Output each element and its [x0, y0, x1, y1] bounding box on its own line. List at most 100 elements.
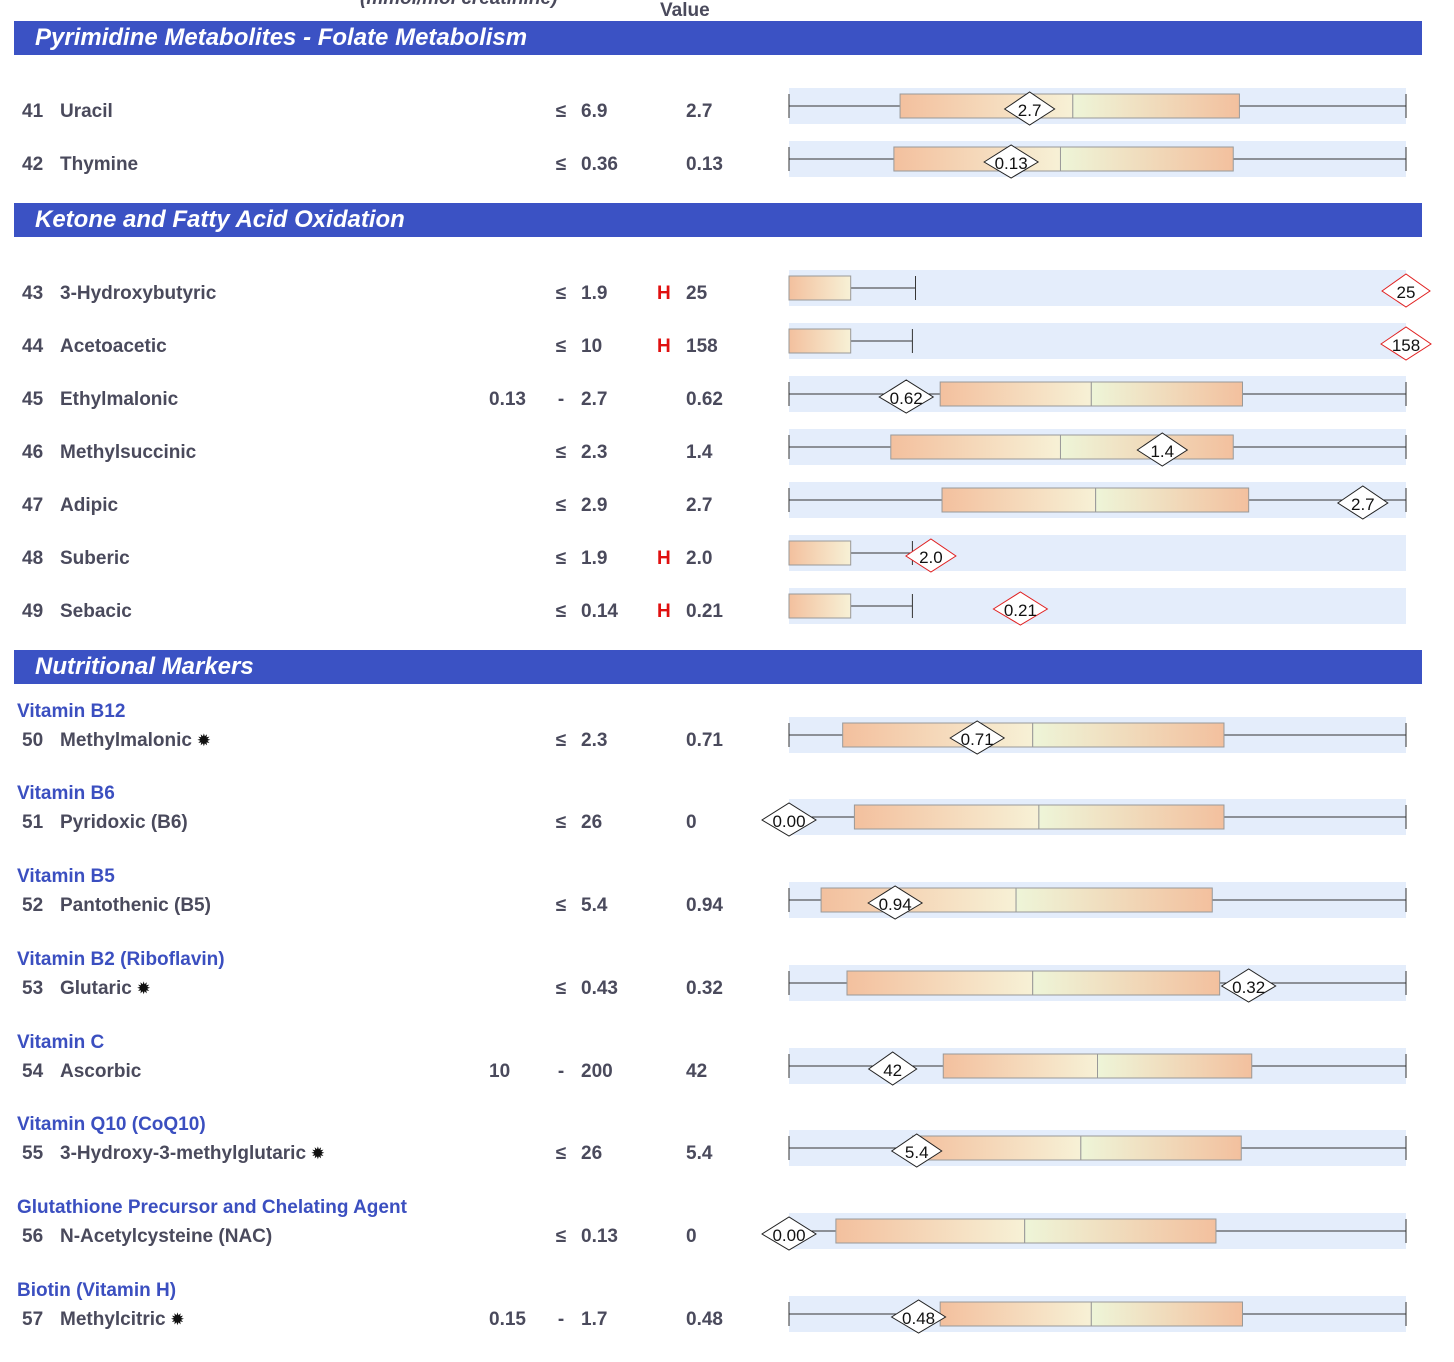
- vitamin-group-label: Vitamin B5: [17, 866, 115, 887]
- reference-high: 200: [581, 1061, 613, 1082]
- reference-high: 2.7: [581, 389, 608, 410]
- box-upper-half: [1095, 487, 1250, 513]
- value-marker-diamond: [1381, 273, 1431, 308]
- row-number: 54: [22, 1061, 44, 1082]
- patient-value: 5.4: [686, 1143, 713, 1164]
- value-marker: 25: [1381, 273, 1431, 308]
- reference-high: 10: [581, 336, 603, 357]
- analyte-name: Adipic: [60, 495, 119, 516]
- analyte-name: Methylcitric ✹: [60, 1309, 185, 1330]
- value-marker-label: 2.7: [1018, 101, 1042, 120]
- value-marker-label: 25: [1397, 283, 1416, 302]
- high-flag: H: [657, 601, 671, 622]
- box-lower-half: [835, 1218, 1026, 1244]
- reference-operator: ≤: [555, 495, 567, 516]
- analyte-name: 3-Hydroxybutyric: [60, 283, 217, 304]
- range-plot: 5.4: [788, 1130, 1407, 1168]
- analyte-name: Ethylmalonic: [60, 389, 179, 410]
- box-lower-half: [820, 887, 1017, 913]
- value-marker: 0.71: [949, 720, 1006, 755]
- patient-value: 0.21: [686, 601, 723, 622]
- box-upper-half: [1090, 1301, 1243, 1327]
- reference-operator: -: [557, 1309, 565, 1330]
- range-plot: 158: [788, 323, 1432, 361]
- box-lower-half: [939, 1301, 1092, 1327]
- analyte-name: Sebacic: [60, 601, 132, 622]
- section-header: Nutritional Markers: [14, 650, 1422, 684]
- box-upper-half: [1024, 1218, 1217, 1244]
- vitamin-group-label: Vitamin B6: [17, 783, 115, 804]
- vitamin-group-label: Biotin (Vitamin H): [17, 1280, 177, 1301]
- row-number: 45: [22, 389, 44, 410]
- reference-operator: ≤: [555, 812, 567, 833]
- row-number: 48: [22, 548, 44, 569]
- value-marker: 1.4: [1136, 432, 1189, 467]
- analyte-name: Acetoacetic: [60, 336, 167, 357]
- asterisk-icon: ✹: [165, 1310, 185, 1329]
- result-row: 46 Methylsuccinic ≤2.3 1.4 1.4: [0, 429, 1454, 482]
- reference-high: 1.9: [581, 283, 608, 304]
- column-header-value: Value: [660, 0, 710, 21]
- box-lower-half: [842, 722, 1034, 748]
- result-row: 47 Adipic ≤2.9 2.7 2.7: [0, 482, 1454, 535]
- patient-value: 0: [686, 1226, 697, 1247]
- patient-value: 0.94: [686, 895, 723, 916]
- value-marker-diamond: [983, 144, 1040, 179]
- analyte-name: Pyridoxic (B6): [60, 812, 188, 833]
- range-plot: 0.21: [788, 588, 1406, 626]
- high-flag: H: [657, 283, 671, 304]
- value-marker: 5.4: [890, 1133, 943, 1168]
- result-row: 42 Thymine ≤0.36 0.13 0.13: [0, 141, 1454, 194]
- value-marker-diamond: [992, 591, 1049, 626]
- value-marker-diamond: [1380, 326, 1432, 361]
- box-lower-half: [942, 1053, 1098, 1079]
- reference-operator: -: [557, 1061, 565, 1082]
- value-marker-diamond: [1220, 968, 1277, 1003]
- box-lower-half: [853, 804, 1040, 830]
- patient-value: 0.32: [686, 978, 723, 999]
- box-lower-half: [890, 434, 1061, 460]
- analyte-name: Suberic: [60, 548, 130, 569]
- row-number: 44: [22, 336, 44, 357]
- patient-value: 0: [686, 812, 697, 833]
- reference-operator: ≤: [555, 548, 567, 569]
- patient-value: 2.0: [686, 548, 713, 569]
- patient-value: 25: [686, 283, 708, 304]
- value-marker-label: 0.13: [995, 154, 1028, 173]
- analyte-name: N-Acetylcysteine (NAC): [60, 1226, 273, 1247]
- result-row: 51 Pyridoxic (B6) ≤26 0 0.00: [0, 799, 1454, 852]
- patient-value: 158: [686, 336, 718, 357]
- result-row: 57 Methylcitric ✹ 0.15 -1.7 0.48 0.48: [0, 1296, 1454, 1349]
- box-upper-half: [1080, 1135, 1242, 1161]
- reference-high: 1.7: [581, 1309, 608, 1330]
- reference-low: 0.13: [489, 389, 526, 410]
- row-number: 47: [22, 495, 44, 516]
- analyte-name: Pantothenic (B5): [60, 895, 211, 916]
- value-marker-diamond: [1003, 91, 1056, 126]
- result-row: 43 3-Hydroxybutyric ≤1.9 H 25 25: [0, 270, 1454, 323]
- analyte-name: Ascorbic: [60, 1061, 142, 1082]
- reference-high: 0.13: [581, 1226, 618, 1247]
- box-upper-half: [788, 540, 852, 566]
- result-row: 55 3-Hydroxy-3-methylglutaric ✹ ≤26 5.4 5.4: [0, 1130, 1454, 1183]
- analyte-name: Glutaric ✹: [60, 978, 151, 999]
- value-marker-label: 0.48: [902, 1309, 935, 1328]
- value-marker: 0.21: [992, 591, 1049, 626]
- patient-value: 0.71: [686, 730, 723, 751]
- row-number: 49: [22, 601, 44, 622]
- box-upper-half: [788, 328, 852, 354]
- range-plot: 1.4: [788, 429, 1407, 467]
- reference-low: 10: [489, 1061, 511, 1082]
- box-upper-half: [1059, 146, 1234, 172]
- result-row: 41 Uracil ≤6.9 2.7 2.7: [0, 88, 1454, 141]
- value-marker: 2.7: [1336, 485, 1389, 520]
- range-plot: 0.71: [788, 717, 1407, 755]
- range-plot: 2.7: [788, 482, 1407, 520]
- analyte-name: Methylmalonic ✹: [60, 730, 211, 751]
- box-upper-half: [788, 593, 852, 619]
- result-row: 44 Acetoacetic ≤10 H 158 158: [0, 323, 1454, 376]
- box-lower-half: [939, 381, 1092, 407]
- value-marker-label: 1.4: [1150, 442, 1174, 461]
- range-plot: 2.0: [788, 535, 1406, 573]
- value-marker: 0.13: [983, 144, 1040, 179]
